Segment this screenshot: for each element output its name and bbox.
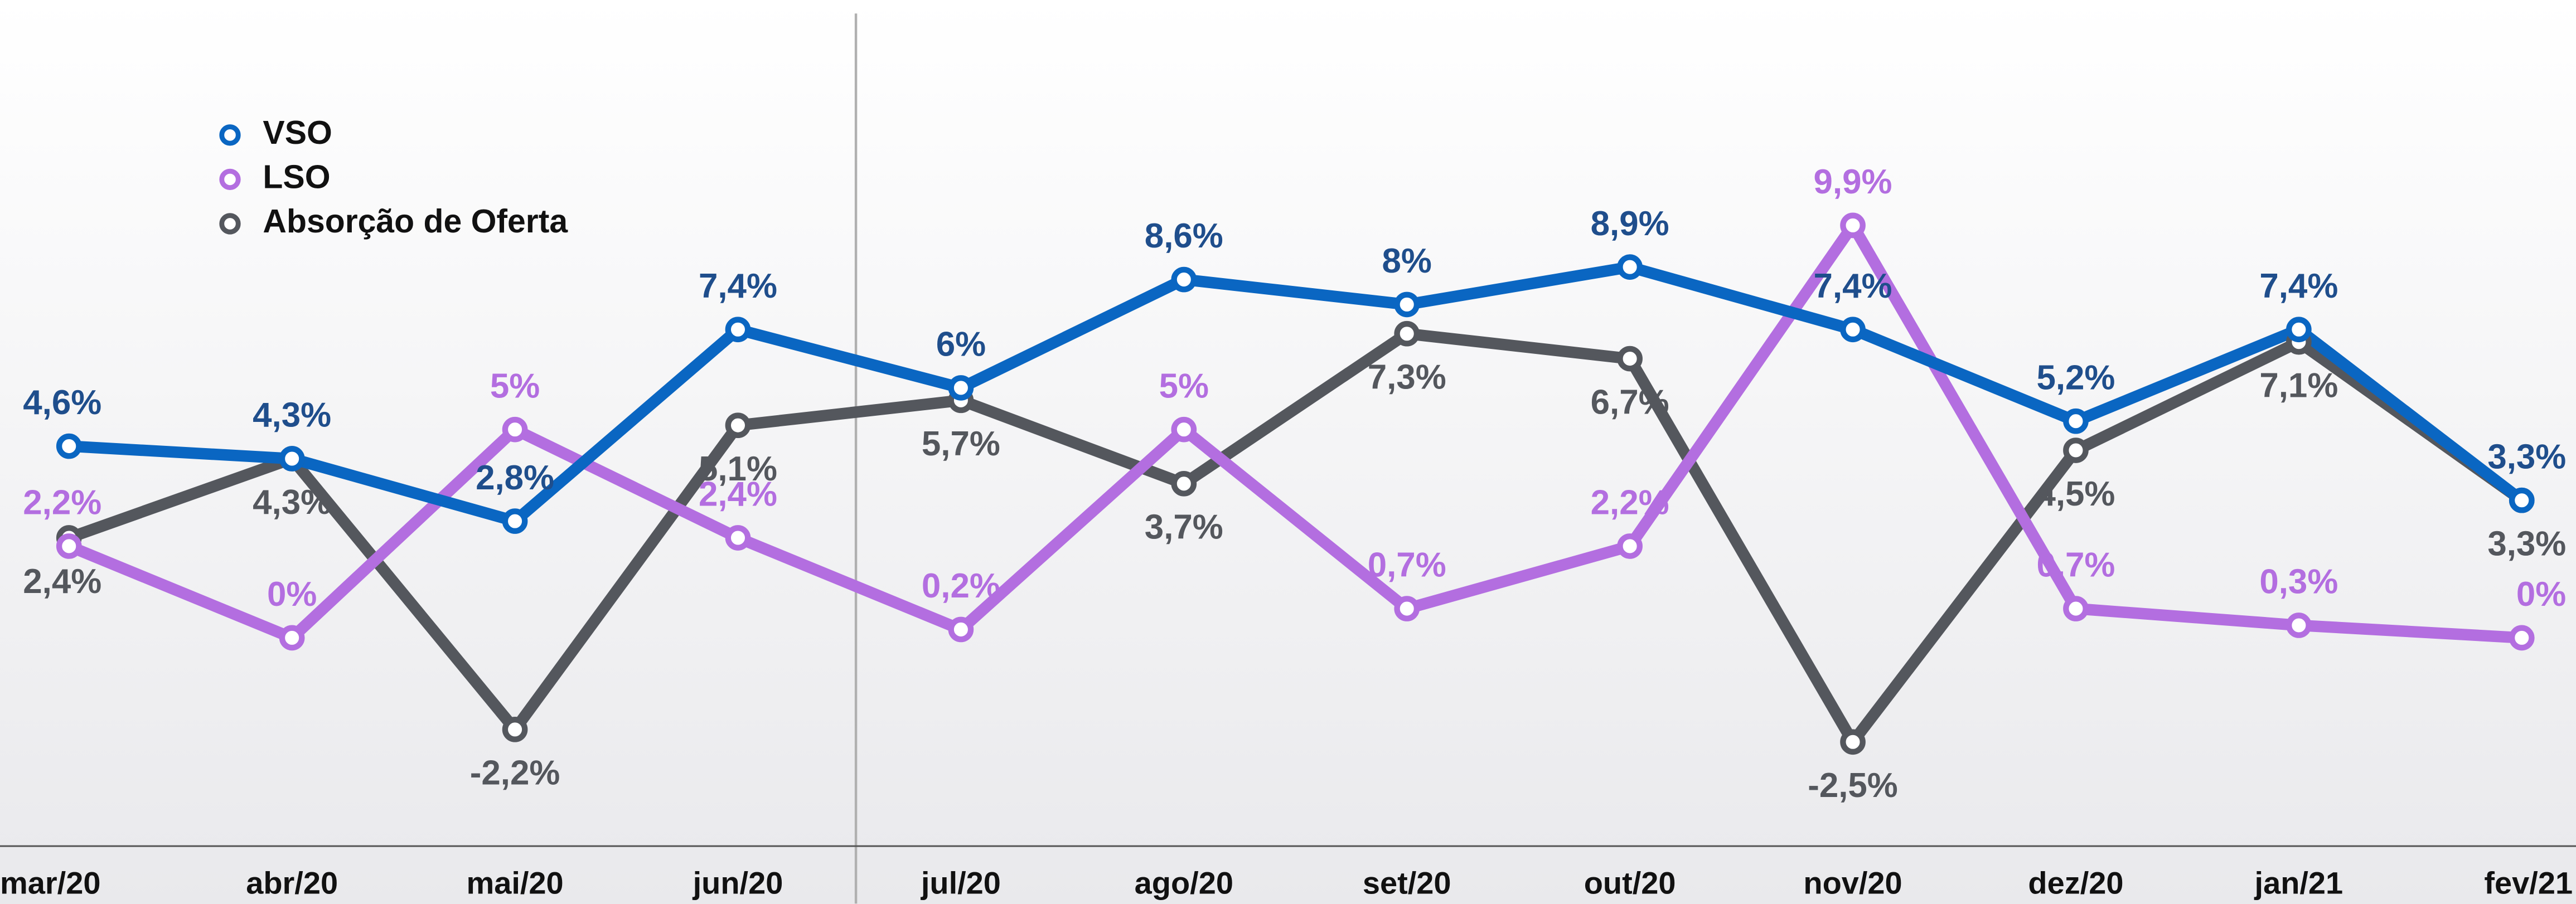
- point: [1394, 596, 1420, 621]
- data-label: 5,7%: [922, 425, 1000, 463]
- data-label: 4,6%: [23, 383, 101, 422]
- point: [502, 416, 528, 443]
- data-label: 4,3%: [253, 396, 331, 435]
- point: [1617, 346, 1643, 372]
- series-line: [66, 220, 2522, 644]
- point: [725, 525, 751, 551]
- data-label: 2,4%: [699, 475, 777, 514]
- data-label: 5,1%: [699, 450, 777, 488]
- point: [502, 717, 528, 742]
- x-tick-label: jun/20: [693, 866, 783, 901]
- x-tick-label: mar/20: [0, 866, 100, 901]
- point: [948, 375, 974, 401]
- data-label: 3,3%: [2487, 438, 2566, 476]
- data-label: 2,4%: [23, 562, 101, 601]
- point: [56, 533, 82, 559]
- legend-label: Absorção de Oferta: [263, 203, 568, 240]
- series-line: [69, 261, 2526, 527]
- x-tick-label: mai/20: [466, 866, 563, 901]
- point: [56, 433, 82, 459]
- x-tick-label: fev/21: [2484, 866, 2573, 901]
- legend-marker: [219, 168, 241, 191]
- data-label: 7,4%: [1814, 267, 1892, 305]
- point: [2509, 487, 2535, 513]
- data-label: 0,7%: [1368, 546, 1446, 585]
- point: [725, 412, 751, 439]
- data-label: 6,7%: [1591, 383, 1669, 421]
- point: [2063, 438, 2089, 463]
- data-label: -2,2%: [470, 754, 560, 793]
- data-label: 7,3%: [1368, 358, 1446, 397]
- legend-label: LSO: [263, 159, 330, 195]
- data-label: 0,2%: [922, 567, 1000, 605]
- data-label: 4,3%: [253, 483, 331, 522]
- data-label: 3,3%: [2487, 525, 2566, 563]
- data-label: 0,7%: [2036, 546, 2115, 585]
- data-label: 2,8%: [476, 459, 554, 497]
- point: [1840, 729, 1866, 755]
- point: [1171, 266, 1197, 293]
- x-tick-label: out/20: [1584, 866, 1676, 901]
- data-label: 6%: [936, 325, 986, 364]
- data-label: 4,5%: [2036, 475, 2115, 513]
- legend-label: VSO: [263, 115, 332, 151]
- point: [2286, 317, 2312, 343]
- data-label: -2,5%: [1808, 766, 1898, 805]
- data-label: 3,7%: [1145, 508, 1223, 547]
- data-label: 0,3%: [2259, 563, 2338, 601]
- data-label: 8,9%: [1591, 205, 1669, 243]
- data-label: 7,4%: [2259, 267, 2338, 305]
- legend-marker: [219, 213, 241, 235]
- point: [1840, 212, 1866, 239]
- data-label: 9,9%: [1814, 163, 1892, 201]
- point: [2063, 408, 2089, 434]
- legend-marker: [219, 124, 241, 146]
- point: [1840, 317, 1866, 343]
- point: [725, 317, 751, 343]
- point: [1171, 416, 1197, 443]
- point: [2063, 596, 2089, 621]
- point: [279, 446, 305, 472]
- x-tick-label: jul/20: [921, 866, 1001, 901]
- data-label: 5%: [1159, 367, 1209, 405]
- point: [279, 625, 305, 651]
- data-label: 8,6%: [1145, 217, 1223, 255]
- data-label: 7,4%: [699, 267, 777, 305]
- data-label: 2,2%: [1591, 484, 1669, 522]
- x-tick-label: dez/20: [2028, 866, 2123, 901]
- x-tick-label: nov/20: [1803, 866, 1902, 901]
- data-label: 7,1%: [2259, 367, 2338, 405]
- point: [1617, 254, 1643, 280]
- x-tick-label: ago/20: [1135, 866, 1233, 901]
- data-label: 0%: [2516, 575, 2566, 614]
- point: [1617, 533, 1643, 559]
- point: [2286, 613, 2312, 638]
- data-label: 5,2%: [2036, 358, 2115, 397]
- series-line: [67, 328, 2525, 748]
- point: [502, 508, 528, 534]
- point: [2509, 625, 2535, 651]
- point: [1171, 470, 1197, 497]
- data-label: 8%: [1382, 242, 1432, 280]
- point: [948, 616, 974, 643]
- point: [1394, 291, 1420, 318]
- x-tick-label: set/20: [1363, 866, 1451, 901]
- x-tick-label: abr/20: [246, 866, 338, 901]
- data-label: 2,2%: [23, 484, 101, 522]
- data-label: 5%: [490, 367, 540, 405]
- point: [1394, 320, 1420, 347]
- data-label: 0%: [267, 575, 317, 614]
- x-tick-label: jan/21: [2254, 866, 2343, 901]
